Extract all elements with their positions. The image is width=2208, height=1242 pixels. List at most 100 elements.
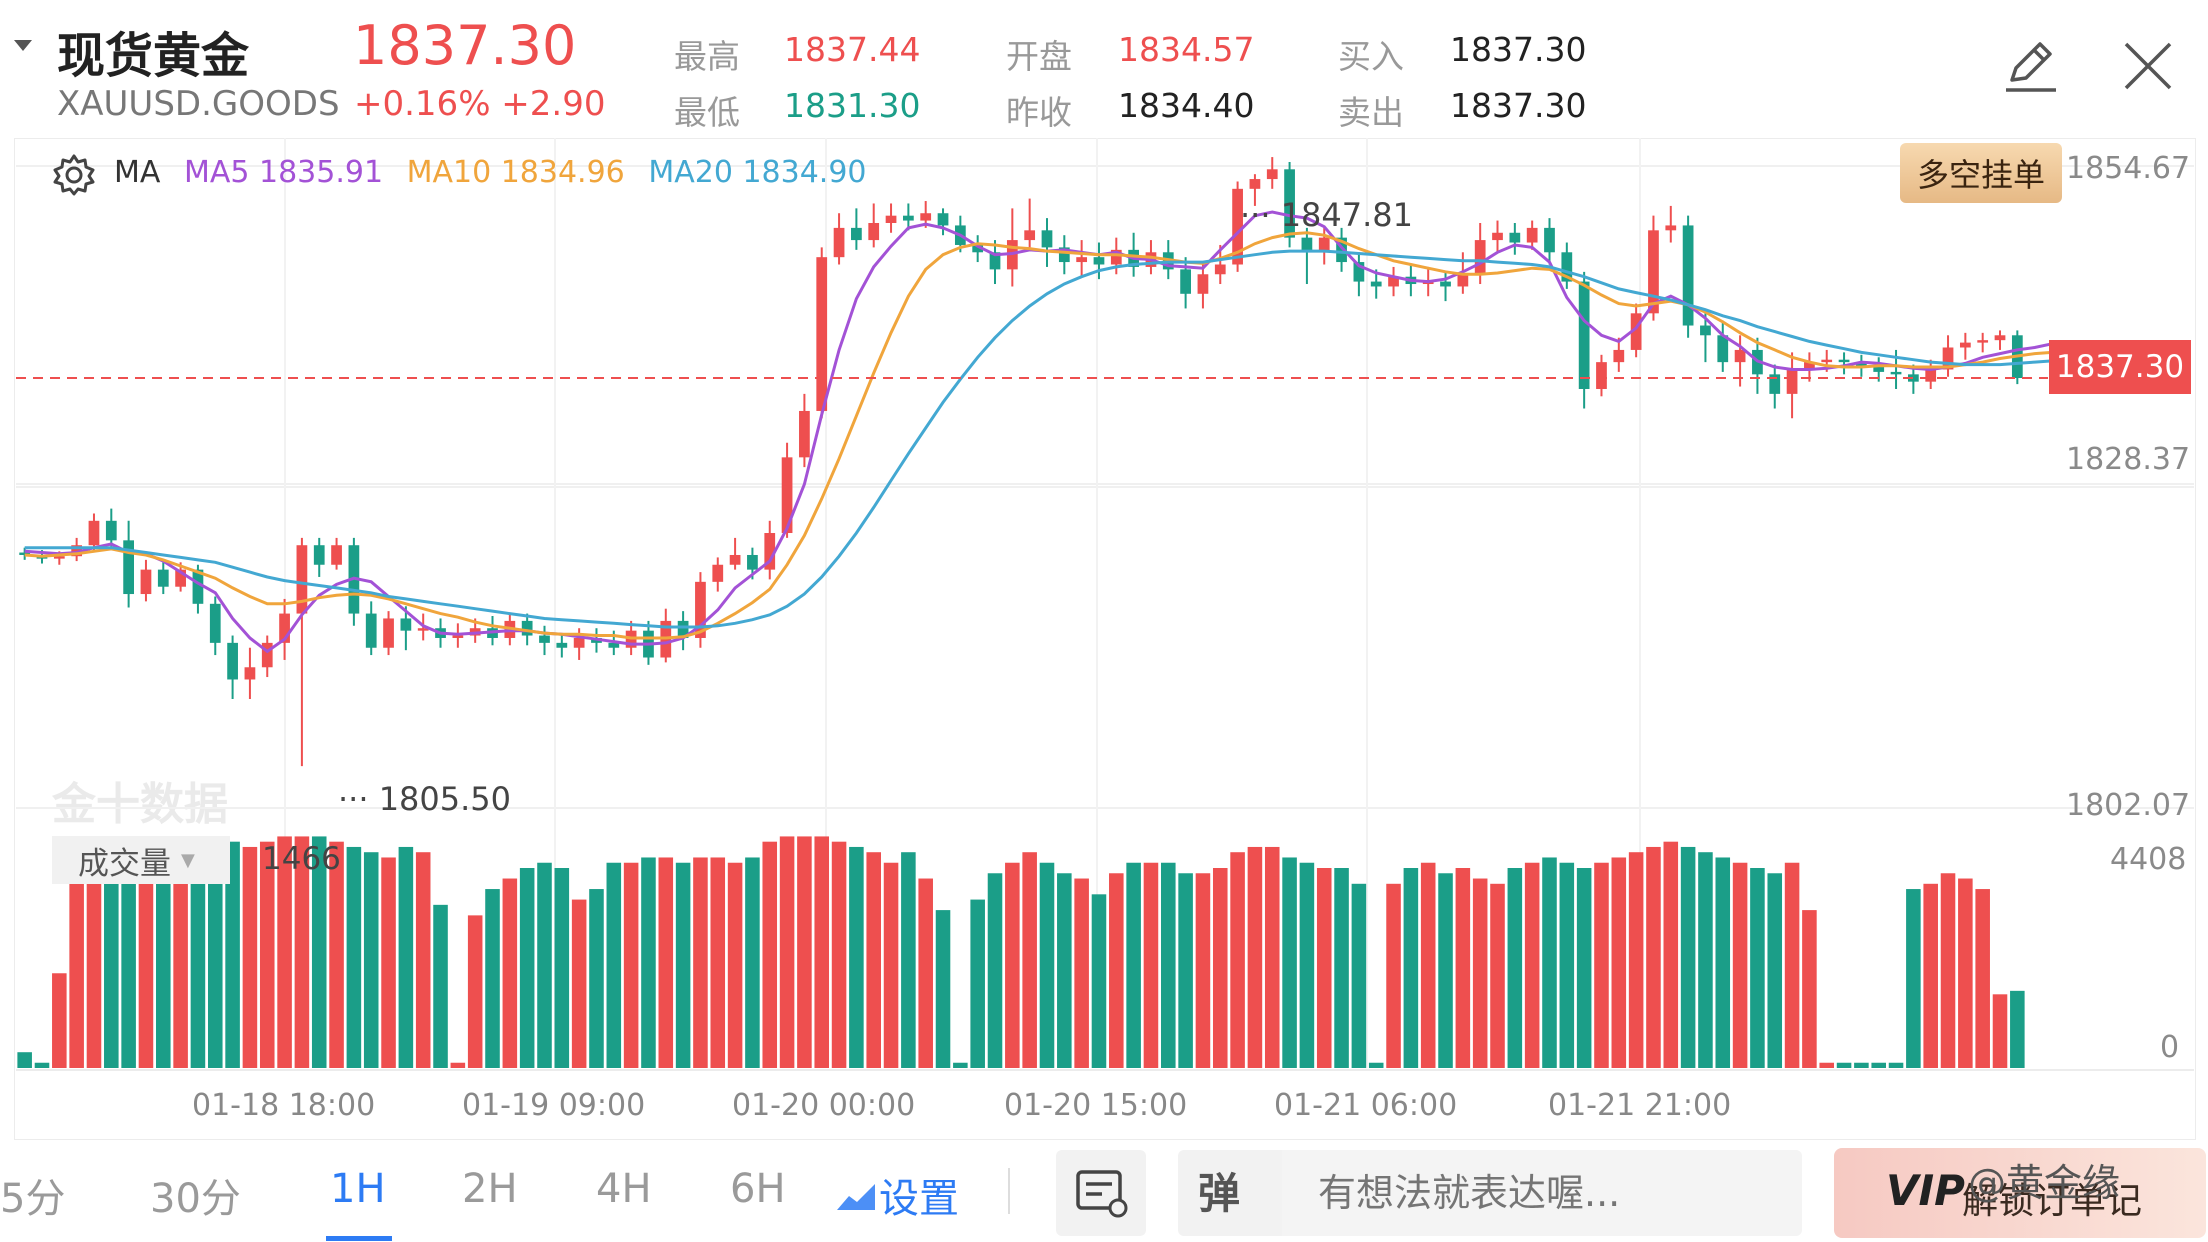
volume-bar bbox=[623, 862, 639, 1068]
ma20-line bbox=[24, 249, 2053, 629]
long-short-orders-button[interactable]: 多空挂单 bbox=[1900, 143, 2062, 203]
volume-bar bbox=[1109, 873, 1124, 1068]
volume-bar bbox=[52, 973, 67, 1068]
volume-bar bbox=[849, 846, 864, 1068]
candle-body bbox=[972, 244, 984, 253]
x-tick-5: 01-21 06:00 bbox=[1274, 1088, 1458, 1123]
volume-bar bbox=[1455, 868, 1471, 1068]
candle-body bbox=[296, 545, 308, 614]
candle-body bbox=[1336, 237, 1347, 263]
candle-body bbox=[729, 554, 741, 565]
comment-input[interactable] bbox=[1282, 1150, 1802, 1236]
instrument-title[interactable]: 现货黄金 bbox=[57, 28, 250, 84]
volume-bar bbox=[814, 836, 830, 1068]
volume-bar bbox=[381, 857, 396, 1068]
timeframe-1h[interactable]: 1H bbox=[330, 1166, 386, 1212]
timeframe-30min[interactable]: 30分 bbox=[150, 1176, 241, 1222]
candle-body bbox=[1544, 227, 1555, 253]
candle-body bbox=[88, 520, 100, 546]
volume-bar bbox=[1230, 852, 1245, 1068]
volume-bar bbox=[1438, 873, 1453, 1068]
timeframe-6h[interactable]: 6H bbox=[730, 1166, 786, 1212]
candle-body bbox=[833, 227, 845, 258]
volume-bar bbox=[259, 841, 275, 1068]
candle-body bbox=[1526, 227, 1538, 243]
toolbar-divider bbox=[1008, 1168, 1010, 1214]
candle-body bbox=[1110, 249, 1122, 265]
quote-label-high: 最高 bbox=[674, 37, 740, 76]
volume-bar bbox=[1143, 862, 1159, 1068]
candle-body bbox=[677, 620, 689, 638]
candle-body bbox=[1301, 237, 1313, 253]
volume-bar bbox=[1039, 862, 1055, 1068]
volume-bar bbox=[156, 852, 171, 1068]
volume-bar bbox=[415, 852, 431, 1068]
edit-icon[interactable] bbox=[2000, 36, 2060, 100]
candle-body bbox=[885, 215, 897, 223]
close-icon[interactable] bbox=[2122, 40, 2174, 96]
timeframe-5min[interactable]: 5分 bbox=[0, 1176, 66, 1222]
volume-bar bbox=[1802, 910, 1817, 1068]
danmaku-icon: 弹 bbox=[1198, 1169, 1240, 1218]
candle-body bbox=[19, 552, 31, 555]
volume-bar bbox=[1559, 862, 1575, 1068]
candle-body bbox=[937, 213, 949, 226]
volume-bar bbox=[34, 1062, 50, 1068]
volume-bar bbox=[537, 862, 552, 1068]
chart-settings-button[interactable]: 设置 bbox=[835, 1166, 959, 1224]
volume-bar bbox=[1836, 1062, 1852, 1068]
gear-icon[interactable] bbox=[52, 153, 96, 201]
danmaku-toggle-button[interactable]: 弹 bbox=[1178, 1150, 1282, 1236]
candle-body bbox=[816, 257, 828, 411]
candle-body bbox=[1838, 359, 1850, 363]
candle-body bbox=[279, 613, 290, 643]
candle-body bbox=[261, 642, 273, 668]
volume-bar bbox=[502, 878, 518, 1068]
candle-body bbox=[1734, 349, 1746, 363]
volume-bar bbox=[1542, 857, 1557, 1068]
volume-bar bbox=[363, 852, 379, 1068]
volume-bar bbox=[1368, 1062, 1384, 1068]
volume-bar bbox=[1854, 1062, 1869, 1068]
volume-indicator-selector[interactable]: 成交量 ▼ bbox=[52, 836, 230, 884]
volume-bar bbox=[1212, 868, 1228, 1068]
volume-label: 成交量 bbox=[78, 845, 171, 882]
timeframe-2h[interactable]: 2H bbox=[462, 1166, 518, 1212]
volume-bar bbox=[918, 878, 933, 1068]
svg-text:弹: 弹 bbox=[1198, 1169, 1240, 1218]
volume-bar bbox=[1698, 852, 1713, 1068]
candle-body bbox=[1682, 225, 1694, 326]
candle-body bbox=[1804, 362, 1815, 370]
candle-body bbox=[1249, 179, 1261, 189]
volume-bar bbox=[693, 857, 708, 1068]
dropdown-caret-icon: ▼ bbox=[181, 849, 195, 871]
low-marker-label: ··· 1805.50 bbox=[338, 780, 512, 818]
volume-bar bbox=[277, 836, 292, 1068]
news-feed-button[interactable] bbox=[1056, 1150, 1146, 1236]
price-axis-top: 1854.67 bbox=[2066, 151, 2191, 186]
candle-body bbox=[1821, 359, 1833, 363]
volume-bar bbox=[1161, 862, 1176, 1068]
volume-bar bbox=[935, 910, 951, 1068]
volume-bar bbox=[866, 852, 881, 1068]
vip-unlock-button[interactable] bbox=[1834, 1148, 2206, 1238]
quote-label-open: 开盘 bbox=[1006, 37, 1072, 76]
price-axis-mid: 1828.37 bbox=[2066, 442, 2191, 477]
candle-body bbox=[1076, 257, 1088, 263]
volume-bar bbox=[1057, 873, 1072, 1068]
volume-bar bbox=[658, 857, 674, 1068]
symbol-dropdown-caret-icon[interactable] bbox=[14, 40, 32, 51]
volume-bar bbox=[1576, 868, 1592, 1068]
ma-legend: MA MA5 1835.91 MA10 1834.96 MA20 1834.90 bbox=[114, 155, 867, 190]
volume-bar bbox=[1715, 857, 1731, 1068]
volume-bar bbox=[987, 873, 1003, 1068]
candle-body bbox=[1630, 313, 1642, 350]
chart-frame bbox=[14, 138, 2196, 1140]
candle-body bbox=[781, 457, 793, 534]
timeframe-4h[interactable]: 4H bbox=[596, 1166, 652, 1212]
candle-body bbox=[1648, 230, 1659, 314]
volume-bar bbox=[225, 841, 240, 1068]
volume-bar bbox=[1750, 868, 1765, 1068]
trend-chart-icon bbox=[837, 1184, 875, 1210]
